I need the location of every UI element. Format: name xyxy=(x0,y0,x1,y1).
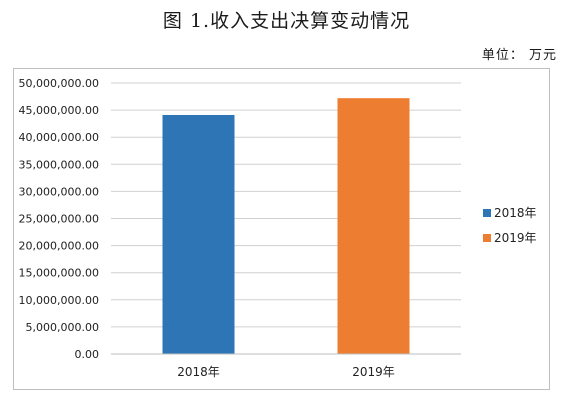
y-tick-label: 50,000,000.00 xyxy=(19,77,99,90)
legend-label: 2018年 xyxy=(494,206,537,220)
y-tick-label: 25,000,000.00 xyxy=(19,213,99,226)
y-tick-label: 10,000,000.00 xyxy=(19,294,99,307)
bar-2018 xyxy=(162,114,235,354)
bar-2019 xyxy=(337,98,410,355)
y-tick-label: 5,000,000.00 xyxy=(26,321,99,334)
y-tick-label: 45,000,000.00 xyxy=(19,104,99,117)
x-category-label: 2019年 xyxy=(352,365,395,379)
chart-title: 图 1.收入支出决算变动情况 xyxy=(162,10,411,32)
y-tick-label: 20,000,000.00 xyxy=(19,240,99,253)
chart-frame xyxy=(13,68,550,390)
y-tick-label: 35,000,000.00 xyxy=(19,158,99,171)
x-axis-category-labels: 2018年 2019年 xyxy=(177,365,395,379)
legend-swatch xyxy=(483,234,491,242)
unit-label: 单位： 万元 xyxy=(481,48,557,63)
y-tick-label: 15,000,000.00 xyxy=(19,267,99,280)
y-tick-label: 0.00 xyxy=(75,348,100,361)
y-axis-tick-labels: 0.00 5,000,000.00 10,000,000.00 15,000,000.… xyxy=(19,77,99,361)
legend: 2018年 2019年 xyxy=(483,206,537,245)
legend-swatch xyxy=(483,209,491,217)
legend-label: 2019年 xyxy=(494,231,537,245)
y-tick-label: 30,000,000.00 xyxy=(19,185,99,198)
x-category-label: 2018年 xyxy=(177,365,220,379)
y-tick-label: 40,000,000.00 xyxy=(19,131,99,144)
bars xyxy=(162,98,410,355)
